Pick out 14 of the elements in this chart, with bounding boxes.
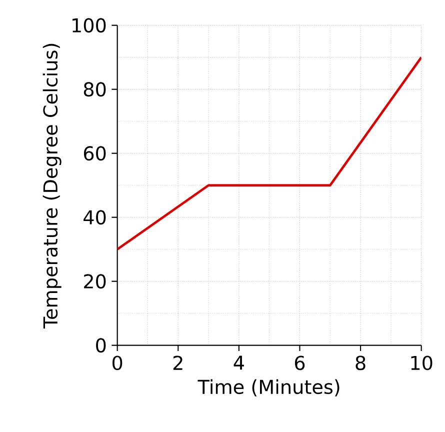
x-tick-label: 0 [112, 356, 122, 370]
y-axis-title: Temperature (Degree Celcius) [42, 44, 62, 329]
x-tick-label: 6 [294, 356, 305, 370]
x-tick-label: 8 [356, 356, 366, 370]
x-axis-title: Time (Minutes) [198, 379, 340, 396]
x-tick-label: 4 [234, 356, 244, 370]
y-tick-label: 20 [84, 274, 106, 289]
y-tick-label: 40 [84, 210, 106, 225]
y-tick-label: 0 [96, 338, 106, 353]
y-tick-label: 100 [72, 18, 106, 33]
y-tick-label: 80 [84, 82, 106, 97]
y-tick-label: 60 [84, 146, 106, 161]
x-tick-label: 10 [411, 356, 432, 370]
x-tick-label: 2 [173, 356, 182, 370]
